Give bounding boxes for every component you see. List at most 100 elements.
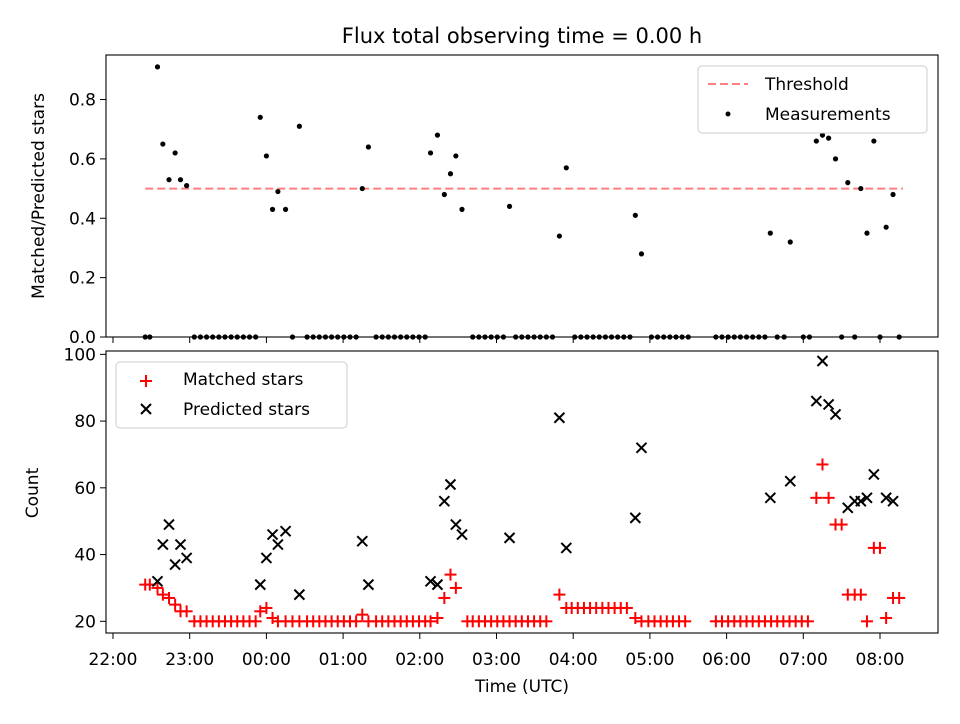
predicted-star-point [157, 538, 169, 551]
predicted-star-point [279, 525, 292, 537]
matched-star-point [835, 518, 848, 531]
predicted-x-b [829, 408, 842, 421]
measurement-point [832, 156, 839, 162]
matched-star-point [553, 588, 566, 601]
top-y-tick-label: 0.0 [69, 328, 96, 348]
top-axes-frame [105, 54, 939, 338]
matched-star-point [854, 588, 867, 601]
top-x-axis-ticks [112, 337, 881, 343]
predicted-star-point [180, 552, 193, 564]
x-tick-label: 01:00 [319, 650, 368, 670]
matched-star-point [679, 615, 692, 628]
bottom-panel: 20 40 60 80 100 22:00 23:00 00:00 01:00 02:00 03:… [23, 345, 939, 697]
predicted-star-point [431, 578, 444, 591]
x-tick-label: 05:00 [625, 650, 674, 670]
top-y-axis: 0.0 0.2 0.4 0.6 0.8 [69, 91, 106, 348]
predicted-star-point [816, 355, 829, 367]
predicted-x-b [444, 478, 457, 491]
predicted-x-b [503, 532, 516, 544]
matched-star-point [431, 611, 444, 624]
measurement-point [427, 150, 434, 156]
predicted-star-point [810, 395, 823, 407]
measurement-point [813, 138, 819, 144]
top-y-tick-label: 0.8 [69, 91, 96, 111]
predicted-star-point [424, 575, 437, 587]
measurement-point [184, 183, 190, 189]
predicted-x-b [861, 492, 873, 504]
top-panel: 0.00.20.40.60.8 Matched/Predicted stars … [29, 54, 939, 348]
predicted-x-b [560, 542, 573, 554]
measurement-point [890, 191, 896, 198]
matched-star-point [880, 611, 893, 624]
x-tick-label: 04:00 [549, 650, 598, 670]
matched-star-point [444, 568, 457, 581]
predicted-x-b [424, 575, 437, 587]
predicted-star-point [444, 478, 457, 491]
x-tick-label: 23:00 [165, 650, 214, 670]
measurement-point [767, 230, 773, 236]
predicted-star-point [822, 398, 835, 411]
predicted-x-b [163, 518, 175, 531]
predicted-star-point [861, 492, 873, 504]
measurement-point [282, 206, 289, 212]
predicted-star-point [362, 578, 375, 591]
predicted-star-point [163, 518, 175, 531]
matched-star-point [540, 615, 553, 628]
matched-star-point [162, 591, 175, 604]
x-tick-label: 03:00 [472, 650, 521, 670]
predicted-x-b [279, 525, 292, 537]
predicted-x-b [450, 518, 462, 531]
measurement-point [166, 177, 172, 183]
measurement-point [154, 64, 161, 70]
predicted-x-b [362, 578, 375, 591]
predicted-star-point [635, 442, 648, 454]
predicted-star-point [450, 518, 462, 531]
predicted-star-point [293, 588, 306, 601]
predicted-x-b [816, 355, 829, 367]
measurement-point [864, 230, 870, 236]
top-legend: Threshold Measurements [697, 65, 928, 134]
predicted-star-point [254, 578, 266, 591]
predicted-x-b [151, 575, 164, 587]
top-legend-box [697, 65, 928, 134]
predicted-x-b [157, 538, 169, 551]
predicted-star-point [260, 552, 273, 564]
predicted-star-point [855, 495, 867, 507]
matched-star-point [151, 581, 164, 594]
measurement-point [826, 135, 832, 141]
measurement-point [269, 206, 276, 212]
predicted-star-point [356, 535, 368, 547]
bottom-y-axis: 20 40 60 80 100 [64, 345, 106, 632]
bottom-y-tick-label: 40 [74, 546, 96, 566]
predicted-x-b [868, 468, 880, 481]
measurement-point [638, 251, 645, 257]
bottom-y-tick-label: 60 [74, 479, 96, 499]
measurement-point [883, 224, 889, 230]
matched-star-point [893, 591, 906, 604]
predicted-star-point [553, 412, 566, 424]
top-chart-title: Flux total observing time = 0.00 h [342, 24, 702, 48]
predicted-x-b [553, 412, 566, 424]
predicted-star-point [169, 558, 181, 571]
measurement-point [563, 165, 569, 171]
bottom-axes-frame [105, 350, 939, 634]
matched-star-point [860, 615, 873, 628]
measurement-point [365, 144, 372, 150]
measurement-point [632, 212, 638, 218]
predicted-star-point [560, 542, 573, 554]
predicted-star-point [456, 528, 468, 541]
measurement-point [359, 185, 365, 192]
matched-star-point [249, 615, 262, 628]
bottom-y-tick-label: 80 [74, 412, 96, 432]
legend-measurements-label: Measurements [765, 105, 891, 125]
bottom-y-axis-label: Count [23, 467, 43, 518]
predicted-x-b [293, 588, 306, 601]
bottom-plot-area [139, 355, 906, 628]
matched-star-point [356, 608, 369, 621]
x-tick-label: 00:00 [242, 650, 291, 670]
matched-star-point [180, 605, 193, 618]
measurement-point [787, 239, 793, 245]
bottom-legend: Matched stars Predicted stars [115, 361, 348, 429]
predicted-x-b [174, 538, 187, 551]
top-y-tick-label: 0.4 [69, 209, 96, 229]
